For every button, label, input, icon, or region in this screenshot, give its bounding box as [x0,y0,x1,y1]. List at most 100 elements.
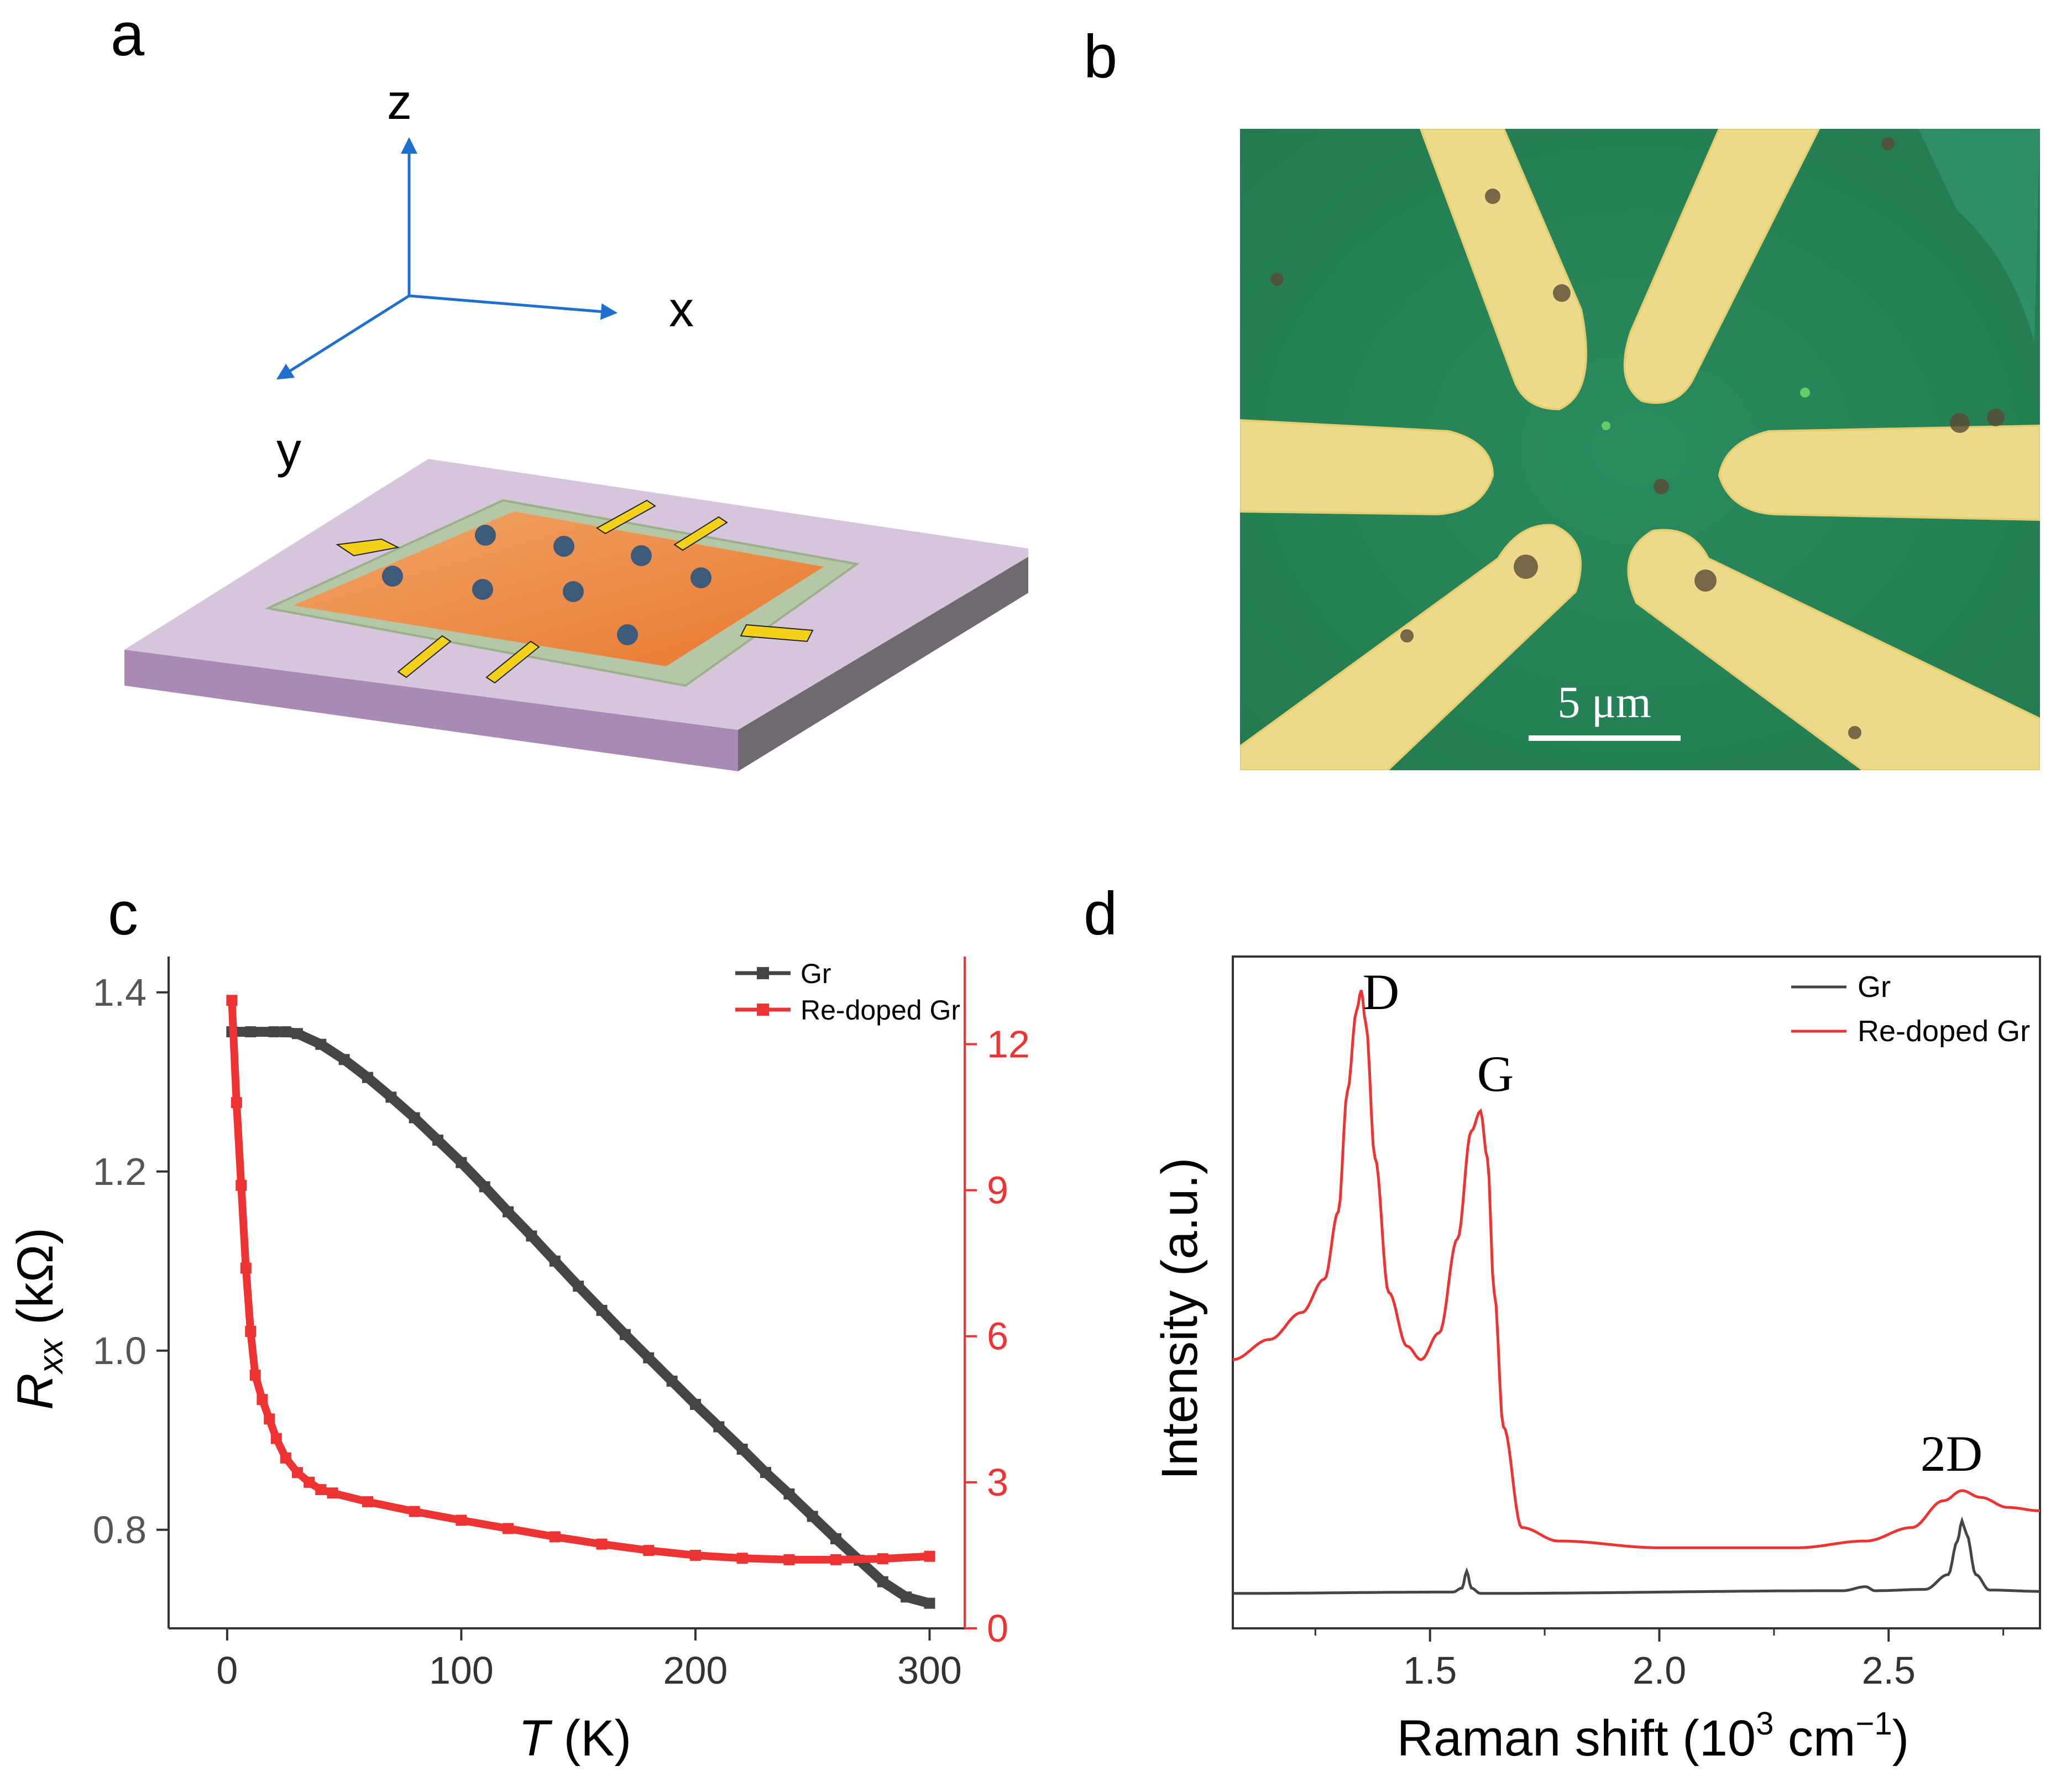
series-redoped-point [362,1496,373,1508]
peak-label-2d: 2D [1921,1425,1982,1482]
d-legend: Gr Re-doped Gr [1791,970,2030,1048]
series-gr-point [362,1072,373,1083]
series-gr-point [315,1038,327,1050]
panel-a-letter: a [111,1,145,69]
series-gr-point [456,1157,467,1168]
c-y-axis-title-left: Rxx (kΩ) [7,1227,70,1410]
peak-label-g: G [1477,1046,1514,1102]
series-redoped-point [315,1484,327,1496]
series-gr-point [713,1421,725,1433]
series-redoped-spectrum [1232,990,2041,1549]
c-y-left-tick-label: 1.0 [93,1329,147,1372]
series-gr-point [549,1255,561,1267]
series-gr-point [877,1576,888,1587]
series-gr-point [643,1352,655,1363]
series-gr-point [666,1375,678,1387]
c-y-right-tick-label: 0 [987,1607,1008,1650]
series-redoped-point [456,1514,467,1526]
scale-bar-label: 5 μm [1557,677,1651,727]
series-gr-point [807,1511,818,1522]
d-y-axis-title: Intensity (a.u.) [1152,1158,1208,1480]
series-redoped-line [228,1000,930,1564]
series-redoped-point [270,1433,282,1444]
d-x-tick-label: 1.5 [1403,1649,1457,1692]
panel-d-letter: d [1084,880,1117,948]
series-gr-point [280,1026,291,1038]
series-redoped-point [924,1550,935,1562]
c-x-tick-label: 200 [663,1649,728,1692]
c-x-tick-label: 300 [897,1649,962,1692]
panel-b: b [1084,23,2040,770]
series-redoped-point [327,1487,338,1499]
c-y-right-tick-label: 9 [987,1169,1008,1212]
series-gr-point [432,1135,444,1146]
series-gr-point [573,1281,584,1292]
series-gr-point [338,1054,350,1065]
series-gr-point [619,1329,631,1340]
series-gr-line [232,1027,931,1608]
c-y-left-tick-label: 1.2 [93,1150,147,1193]
series-redoped-point [236,1179,247,1191]
series-gr-point [526,1230,537,1242]
series-gr-point [783,1488,795,1500]
series-gr-point [385,1091,397,1103]
c-y-right-tick-label: 3 [987,1461,1008,1504]
series-redoped-point [249,1370,261,1381]
c-legend: Gr Re-doped Gr [735,958,960,1026]
panel-c-letter: c [108,880,138,948]
series-redoped-point [231,1097,242,1109]
series-redoped-point [245,1325,257,1337]
series-redoped-point [226,995,238,1006]
series-redoped-point [596,1538,608,1550]
series-redoped-point [280,1452,291,1464]
d-legend-gr: Gr [1858,970,1891,1004]
panel-b-letter: b [1084,23,1117,91]
panel-c-chart: c 0 100 200 300 0.8 1.0 1.2 1.4 0 3 6 9 12 T (K) Rxx… [7,880,1028,1767]
peak-label-d: D [1363,964,1399,1020]
series-redoped-point [830,1554,842,1565]
series-gr-spectrum [1233,1516,2040,1595]
scale-bar [1529,735,1681,741]
c-x-tick-label: 0 [216,1649,238,1692]
series-gr-point [268,1026,280,1038]
series-redoped-point [736,1553,748,1564]
c-legend-redoped: Re-doped Gr [801,995,960,1026]
d-plot-frame [1232,955,2041,1629]
series-gr-point [760,1467,771,1478]
c-y-left-tick-label: 1.4 [93,971,147,1014]
c-x-axis-title: T (K) [519,1710,631,1767]
electrodes [336,499,814,684]
series-gr-point [409,1112,420,1124]
c-x-tick-label: 100 [429,1649,494,1692]
series-redoped-point [291,1467,303,1478]
series-redoped-point [549,1531,561,1543]
series-gr-point [689,1399,701,1410]
d-legend-redoped: Re-doped Gr [1858,1015,2030,1048]
c-y-right-tick-label: 12 [987,1022,1028,1065]
series-redoped-point [643,1545,655,1556]
d-x-tick-label: 2.0 [1633,1649,1686,1692]
c-y-left-tick-label: 0.8 [93,1508,147,1551]
c-y-right-tick-label: 6 [987,1315,1008,1358]
series-gr-point [291,1028,303,1039]
d-x-tick-label: 2.5 [1862,1649,1916,1692]
coordinate-axes [276,137,618,380]
graphene-sheet [293,511,824,666]
series-gr-point [596,1304,608,1316]
axis-label-z: z [387,75,412,130]
series-redoped-point [877,1553,888,1565]
series-redoped-point [264,1413,275,1425]
axis-label-y: y [276,423,301,478]
series-gr-point [479,1181,490,1193]
d-x-axis-title: Raman shift (103 cm−1) [1397,1706,1909,1767]
series-redoped-point [503,1523,514,1534]
series-redoped-point [257,1394,268,1406]
panel-d-chart: d 1.5 2.0 2.5 Raman shift (103 cm−1) Inten… [1084,880,2041,1767]
series-gr-point [830,1533,842,1544]
series-redoped-point [240,1262,252,1274]
device-schematic [124,459,1028,771]
series-gr-point [503,1206,514,1218]
axis-label-x: x [669,282,694,337]
series-gr-point [245,1026,257,1038]
series-gr-point [736,1444,748,1455]
